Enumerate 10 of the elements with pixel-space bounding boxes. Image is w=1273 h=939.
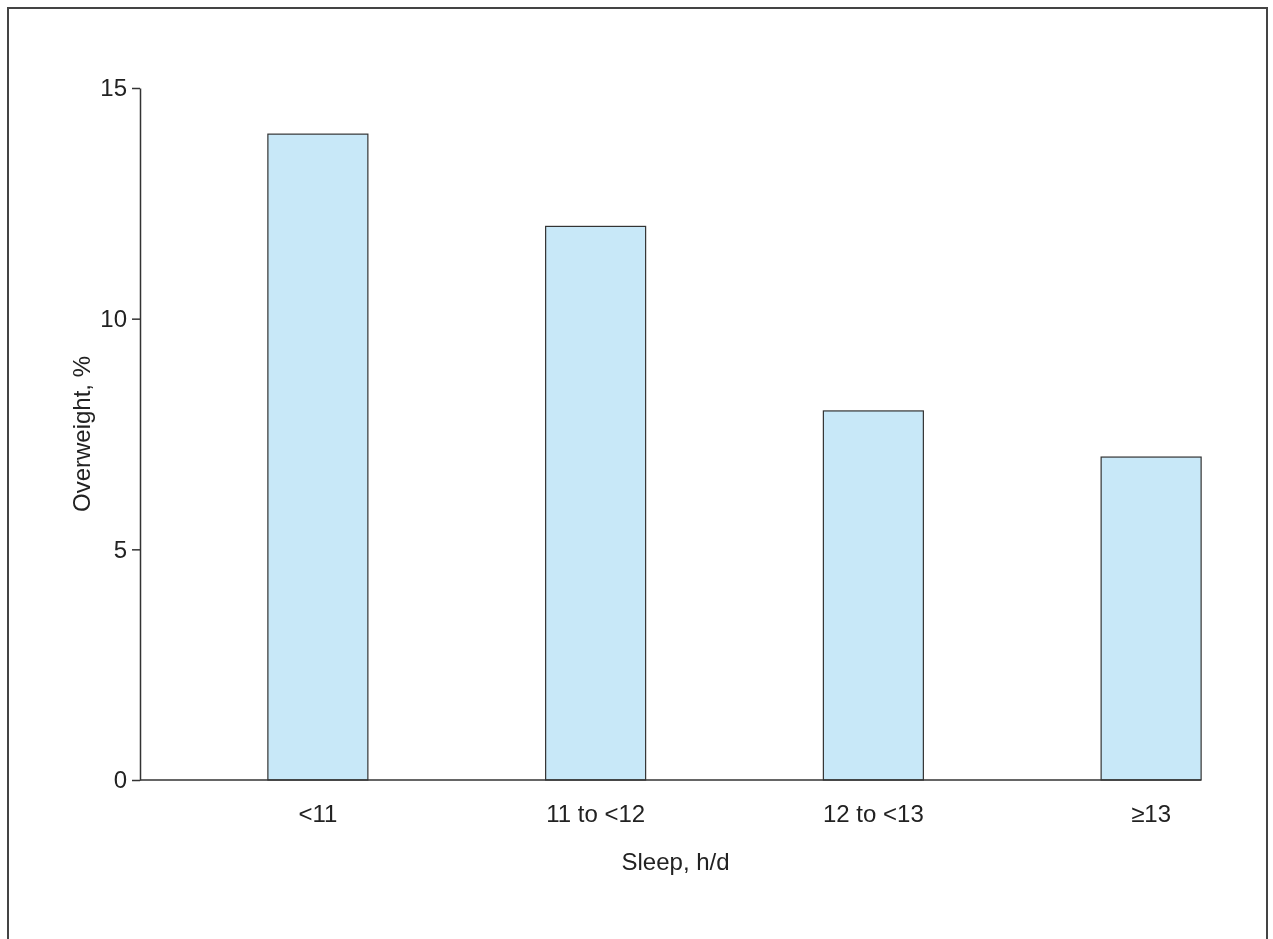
x-tick-label: <11 [298, 800, 338, 827]
y-tick-label: 10 [100, 304, 127, 332]
y-axis-title: Overweight, % [68, 355, 95, 513]
y-tick-label: 0 [113, 766, 127, 794]
y-tick-label: 5 [113, 535, 127, 563]
x-tick-label: 11 to <12 [546, 800, 646, 827]
x-tick-label: 12 to <13 [822, 800, 924, 827]
x-tick-label: ≥13 [1131, 800, 1172, 827]
x-axis-title: Sleep, h/d [621, 848, 730, 875]
y-tick-label: 15 [100, 74, 127, 102]
